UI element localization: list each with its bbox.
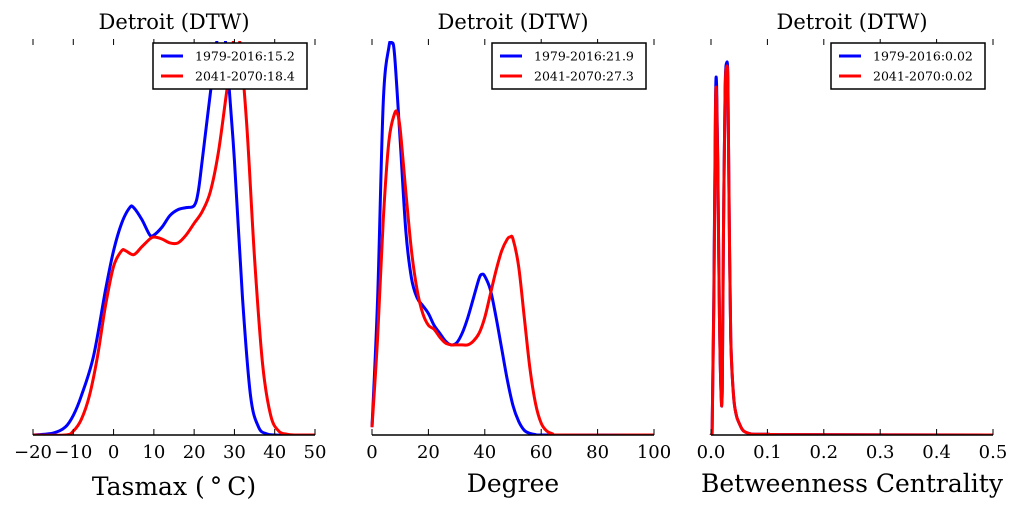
x-tick-label: 20 xyxy=(183,442,206,463)
series-line-historical xyxy=(32,41,315,435)
legend-label: 2041-2070:27.3 xyxy=(534,69,634,84)
legend: 1979-2016:21.9 2041-2070:27.3 xyxy=(491,42,647,90)
x-tick-label: 100 xyxy=(637,442,671,463)
x-tick-label: −20 xyxy=(14,442,52,463)
series-group xyxy=(709,60,994,435)
series-line-historical xyxy=(370,41,654,435)
legend-label: 2041-2070:0.02 xyxy=(873,69,973,84)
panel-degree: Detroit (DTW) Degree 0 20 40 60 80 100 1979-20… xyxy=(366,10,671,498)
x-tick-label: 60 xyxy=(530,442,553,463)
x-tick-label: 0.2 xyxy=(809,442,838,463)
x-tick-label: 20 xyxy=(417,442,440,463)
panel-title: Detroit (DTW) xyxy=(437,10,588,34)
x-tick-label: 0.0 xyxy=(697,442,726,463)
x-axis-label: Degree xyxy=(467,469,559,498)
x-tick-label: 30 xyxy=(223,442,246,463)
x-tick-label: 40 xyxy=(263,442,286,463)
series-line-future xyxy=(709,64,994,435)
legend-label: 1979-2016:0.02 xyxy=(873,49,973,64)
series-group xyxy=(32,41,315,435)
legend-frame xyxy=(830,42,986,90)
panel-title: Detroit (DTW) xyxy=(776,10,927,34)
x-tick-label: 10 xyxy=(142,442,165,463)
series-line-future xyxy=(33,41,315,435)
x-axis-label: Betweenness Centrality xyxy=(701,469,1004,498)
series-group xyxy=(370,41,654,435)
x-tick-label: 0.4 xyxy=(922,442,951,463)
x-tick-label: 0 xyxy=(366,442,377,463)
x-tick-label: 80 xyxy=(586,442,609,463)
legend: 1979-2016:15.2 2041-2070:18.4 xyxy=(152,42,308,90)
x-tick-label: 50 xyxy=(304,442,327,463)
panel-tasmax: Detroit (DTW) Tasmax ( ° C) −20 −10 0 10 20 3… xyxy=(14,10,326,501)
x-tick-label: 0.3 xyxy=(866,442,895,463)
legend-label: 1979-2016:21.9 xyxy=(534,49,634,64)
x-tick-label: 0.5 xyxy=(979,442,1008,463)
legend-label: 2041-2070:18.4 xyxy=(195,69,295,84)
legend: 1979-2016:0.02 2041-2070:0.02 xyxy=(830,42,986,90)
legend-frame xyxy=(152,42,308,90)
series-line-future xyxy=(370,109,654,435)
legend-label: 1979-2016:15.2 xyxy=(195,49,295,64)
x-tick-label: −10 xyxy=(54,442,92,463)
x-axis-label: Tasmax ( ° C) xyxy=(92,472,256,501)
x-tick-label: 0.1 xyxy=(753,442,782,463)
panel-title: Detroit (DTW) xyxy=(98,10,249,34)
series-line-historical xyxy=(709,60,994,435)
legend-frame xyxy=(491,42,647,90)
x-tick-label: 40 xyxy=(473,442,496,463)
panel-betweenness: Detroit (DTW) Betweenness Centrality 0.0… xyxy=(697,10,1008,498)
x-tick-label: 0 xyxy=(108,442,119,463)
